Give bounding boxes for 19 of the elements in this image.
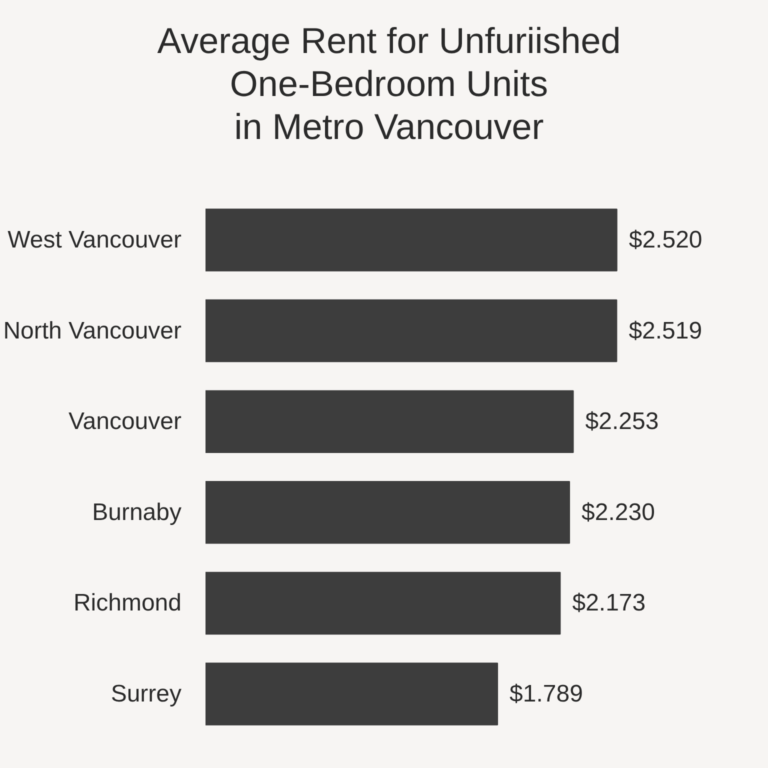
y-tick-label: North Vancouver	[3, 317, 182, 344]
bar	[206, 481, 570, 544]
y-tick-label: Burnaby	[92, 498, 182, 526]
data-label: $1.789	[510, 680, 583, 708]
data-label: $2.230	[582, 498, 655, 526]
chart-title: Average Rent for Unfuriished One-Bedroom Units in Metro Vancouver	[157, 19, 621, 149]
data-label: $2.253	[585, 408, 659, 436]
bar	[206, 662, 498, 726]
bar	[206, 208, 618, 272]
data-label: $2.520	[628, 226, 702, 254]
data-label: $2.173	[572, 590, 646, 617]
bar	[206, 299, 618, 362]
y-tick-label: Richmond	[73, 590, 182, 617]
bar	[206, 390, 574, 453]
data-label: $2.519	[628, 317, 702, 344]
y-tick-label: Vancouver	[68, 408, 182, 436]
y-tick-label: West Vancouver	[8, 226, 182, 254]
bar	[206, 572, 561, 635]
y-tick-label: Surrey	[110, 680, 182, 708]
